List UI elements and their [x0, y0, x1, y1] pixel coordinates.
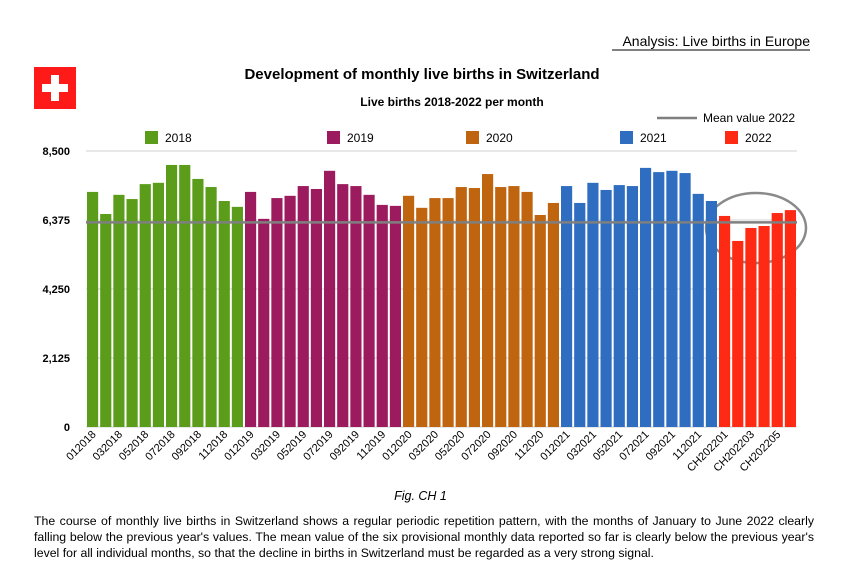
bar [416, 207, 428, 427]
bar [350, 186, 362, 427]
bar [547, 202, 559, 427]
bar [495, 187, 507, 427]
bar [732, 240, 744, 427]
chart-title: Development of monthly live births in Sw… [244, 66, 599, 83]
bar [561, 186, 573, 427]
bar [363, 194, 375, 427]
bar [626, 186, 638, 427]
bar [534, 214, 546, 427]
bar [692, 193, 704, 427]
y-tick-label: 4,250 [42, 284, 70, 296]
bar [482, 174, 494, 427]
legend-mean-label: Mean value 2022 [703, 111, 795, 125]
chart-subtitle: Live births 2018-2022 per month [360, 95, 543, 109]
legend-label: 2019 [347, 131, 374, 145]
bar [179, 164, 191, 428]
legend-label: 2018 [165, 131, 192, 145]
bar [653, 172, 665, 427]
bar [284, 195, 296, 427]
bar [324, 170, 336, 427]
legend-swatch [466, 131, 479, 144]
legend-label: 2021 [640, 131, 667, 145]
legend-label: 2020 [486, 131, 513, 145]
bar [205, 187, 217, 427]
x-tick-label: 092019 [328, 429, 362, 463]
bar [442, 198, 454, 427]
bar [389, 205, 401, 427]
header: Analysis: Live births in Europe [622, 33, 810, 49]
bar [166, 164, 178, 428]
bar [587, 182, 599, 427]
bar [574, 202, 586, 427]
legend-swatch [145, 131, 158, 144]
caption: Fig. CH 1 [394, 489, 447, 503]
bar [771, 213, 783, 427]
x-tick-label: 092021 [644, 429, 678, 463]
x-tick-label: 092018 [170, 429, 204, 463]
bar [403, 195, 415, 427]
bar [468, 188, 480, 427]
legend-swatch [725, 131, 738, 144]
bar [679, 173, 691, 427]
legend-label: 2022 [745, 131, 772, 145]
bar [600, 189, 612, 427]
bar [429, 198, 441, 427]
bar [87, 191, 99, 427]
bar [705, 201, 717, 427]
bar [719, 215, 731, 427]
bar [271, 198, 283, 427]
bar [113, 194, 125, 427]
bar [784, 210, 796, 427]
bar [745, 227, 757, 427]
bar [376, 204, 388, 427]
legend-swatch [620, 131, 633, 144]
y-tick-label: 6,375 [42, 215, 70, 227]
bar [100, 213, 112, 427]
bar [139, 184, 151, 427]
x-tick-label: 092020 [486, 429, 520, 463]
body-text: The course of monthly live births in Swi… [34, 514, 814, 560]
bar [640, 167, 652, 427]
chart: Analysis: Live births in Europe Developm… [34, 33, 810, 474]
y-tick-label: 8,500 [42, 146, 70, 158]
bar [455, 187, 467, 427]
bar [152, 182, 164, 427]
bar [613, 185, 625, 427]
bar [218, 201, 230, 427]
bar [666, 170, 678, 427]
legend-swatch [327, 131, 340, 144]
bar [245, 191, 257, 427]
swiss-flag [34, 67, 76, 109]
y-tick-label: 0 [64, 422, 70, 434]
y-tick-label: 2,125 [42, 353, 70, 365]
bar [337, 184, 349, 427]
bar [521, 191, 533, 427]
bar [258, 218, 270, 427]
bar [758, 226, 770, 427]
bar [126, 199, 138, 427]
bar [297, 186, 309, 427]
bar [192, 178, 204, 427]
bar [231, 206, 243, 427]
bar [508, 186, 520, 427]
bar [310, 188, 322, 427]
